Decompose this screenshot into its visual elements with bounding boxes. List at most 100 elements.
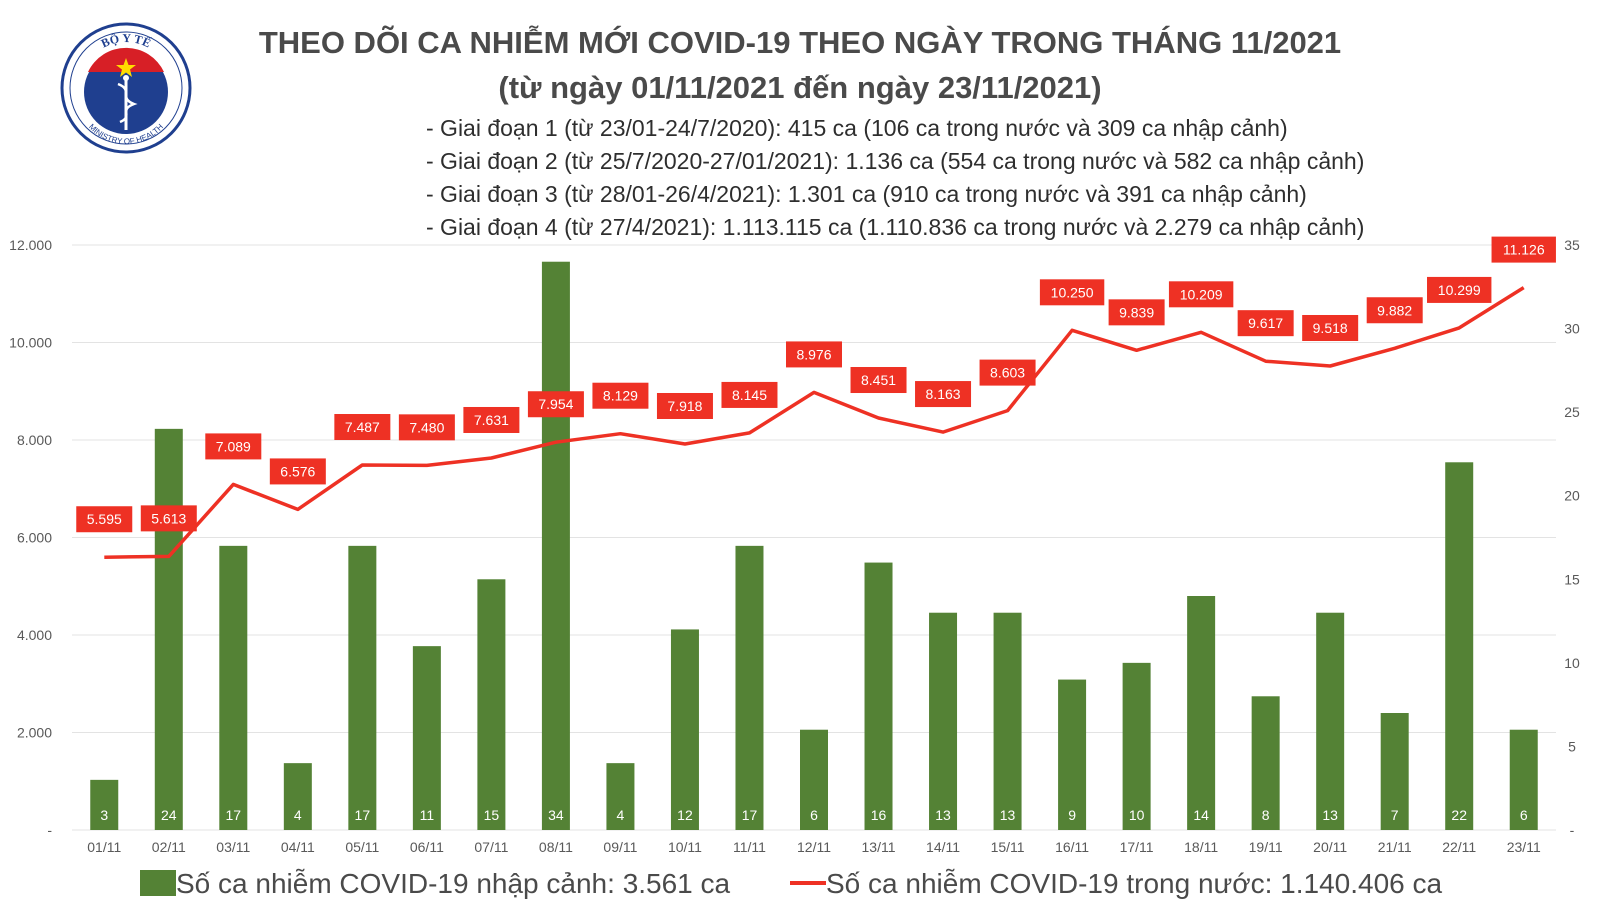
x-axis-labels: 01/11 02/11 03/11 04/11 05/11 06/11 07/11 08/11… [87, 839, 1541, 855]
line-data-label: 7.918 [656, 392, 713, 419]
bar-data-label: 12 [677, 807, 693, 823]
bar [1058, 679, 1087, 830]
bar-data-label: 11 [420, 807, 435, 823]
bar-data-label: 34 [548, 807, 564, 823]
x-tick-label: 17/11 [1120, 839, 1154, 855]
line-label-box [1366, 297, 1423, 324]
line-data-label: 7.480 [398, 414, 455, 441]
x-tick-label: 14/11 [926, 839, 960, 855]
line-label-box [463, 406, 520, 433]
line-label-text: 9.518 [1313, 320, 1348, 336]
bar-data-label: 13 [1322, 807, 1338, 823]
line-label-box [140, 505, 197, 532]
line-label-box [721, 381, 778, 408]
line-label-text: 10.299 [1438, 282, 1481, 298]
line-label-box [205, 433, 262, 460]
line-label-text: 7.954 [538, 396, 573, 412]
line-series [104, 286, 1525, 559]
x-tick-label: 05/11 [345, 839, 379, 855]
bar [1380, 713, 1409, 830]
line-label-box [398, 414, 455, 441]
x-tick-label: 19/11 [1249, 839, 1283, 855]
bar-data-label: 6 [1520, 807, 1528, 823]
x-tick-label: 15/11 [991, 839, 1025, 855]
right-axis: - 5 10 15 20 25 30 35 [1564, 237, 1580, 838]
line-label-box [1108, 299, 1165, 326]
x-tick-label: 03/11 [216, 839, 250, 855]
left-tick-label: 4.000 [17, 627, 52, 643]
x-tick-label: 02/11 [152, 839, 186, 855]
line-label-text: 8.976 [796, 346, 831, 362]
bar-data-label: 17 [355, 807, 371, 823]
x-tick-label: 16/11 [1055, 839, 1089, 855]
x-tick-label: 13/11 [862, 839, 896, 855]
bar-data-label: 3 [100, 807, 108, 823]
line-label-box [1491, 236, 1556, 263]
bar-data-label: 15 [484, 807, 500, 823]
legend-line-swatch [790, 881, 826, 885]
line-label-box [76, 506, 133, 533]
line-label-box [1237, 310, 1294, 337]
logo-top-text: BỘ Y TẾ [99, 31, 154, 50]
x-tick-label: 11/11 [733, 839, 766, 855]
bar-data-label: 17 [742, 807, 758, 823]
right-tick-label: 35 [1564, 237, 1580, 253]
right-tick-label: 10 [1564, 655, 1580, 671]
bar [670, 629, 699, 830]
right-tick-label: 25 [1564, 404, 1580, 420]
line-label-text: 8.145 [732, 387, 767, 403]
line-data-label: 7.954 [527, 391, 584, 418]
line-label-text: 7.487 [345, 419, 380, 435]
bar [606, 763, 635, 830]
line-label-box [269, 458, 326, 485]
line-data-label: 8.603 [979, 359, 1036, 386]
line-label-text: 8.603 [990, 365, 1025, 381]
note-stage-4: - Giai đoạn 4 (từ 27/4/2021): 1.113.115 … [426, 214, 1365, 240]
line-label-box [527, 391, 584, 418]
line-data-labels: 5.595 5.613 7.089 6.576 7.487 7.480 7.631 7.954… [76, 236, 1556, 533]
bar [1187, 596, 1216, 830]
bar-data-label: 24 [161, 807, 177, 823]
bar [1509, 729, 1538, 830]
line-label-box [1427, 276, 1492, 303]
bar-data-label: 7 [1391, 807, 1399, 823]
bar [477, 579, 506, 830]
legend-bar-label: Số ca nhiễm COVID-19 nhập cảnh: 3.561 ca [176, 868, 731, 899]
line-label-text: 5.613 [151, 510, 186, 526]
line-label-box [786, 341, 842, 368]
bar-data-label: 4 [617, 807, 625, 823]
line-data-label: 8.976 [786, 341, 842, 368]
line-label-text: 9.882 [1377, 302, 1412, 318]
line-data-label: 7.487 [334, 414, 391, 441]
x-tick-label: 18/11 [1184, 839, 1218, 855]
bar [993, 612, 1022, 830]
note-stage-2: - Giai đoạn 2 (từ 25/7/2020-27/01/2021):… [426, 148, 1365, 174]
line-label-box [1168, 281, 1234, 308]
line-label-box [915, 381, 972, 408]
bar-data-label: 8 [1262, 807, 1270, 823]
right-tick-label: 30 [1564, 321, 1580, 337]
bar [864, 562, 893, 830]
line-label-text: 10.250 [1051, 284, 1094, 300]
line-label-text: 9.839 [1119, 304, 1154, 320]
x-tick-label: 12/11 [797, 839, 831, 855]
x-tick-label: 04/11 [281, 839, 315, 855]
line-label-box [1302, 314, 1359, 341]
line-data-label: 7.631 [463, 406, 520, 433]
note-stage-3: - Giai đoạn 3 (từ 28/01-26/4/2021): 1.30… [426, 181, 1307, 207]
left-axis: - 2.000 4.000 6.000 8.000 10.000 12.000 [9, 237, 52, 838]
line-label-box [334, 414, 391, 441]
right-tick-label: - [1570, 822, 1575, 838]
line-label-box [850, 367, 907, 394]
bar-data-label: 14 [1193, 807, 1209, 823]
line-data-label: 6.576 [269, 458, 326, 485]
x-tick-label: 21/11 [1378, 839, 1412, 855]
left-tick-label: - [47, 822, 52, 838]
line-label-box [592, 382, 649, 409]
line-data-label: 7.089 [205, 433, 262, 460]
line-data-label: 8.163 [915, 381, 972, 408]
line-data-label: 9.839 [1108, 299, 1165, 326]
line-data-label: 8.145 [721, 381, 778, 408]
line-label-text: 7.089 [216, 438, 251, 454]
legend-bar-swatch [140, 870, 176, 896]
